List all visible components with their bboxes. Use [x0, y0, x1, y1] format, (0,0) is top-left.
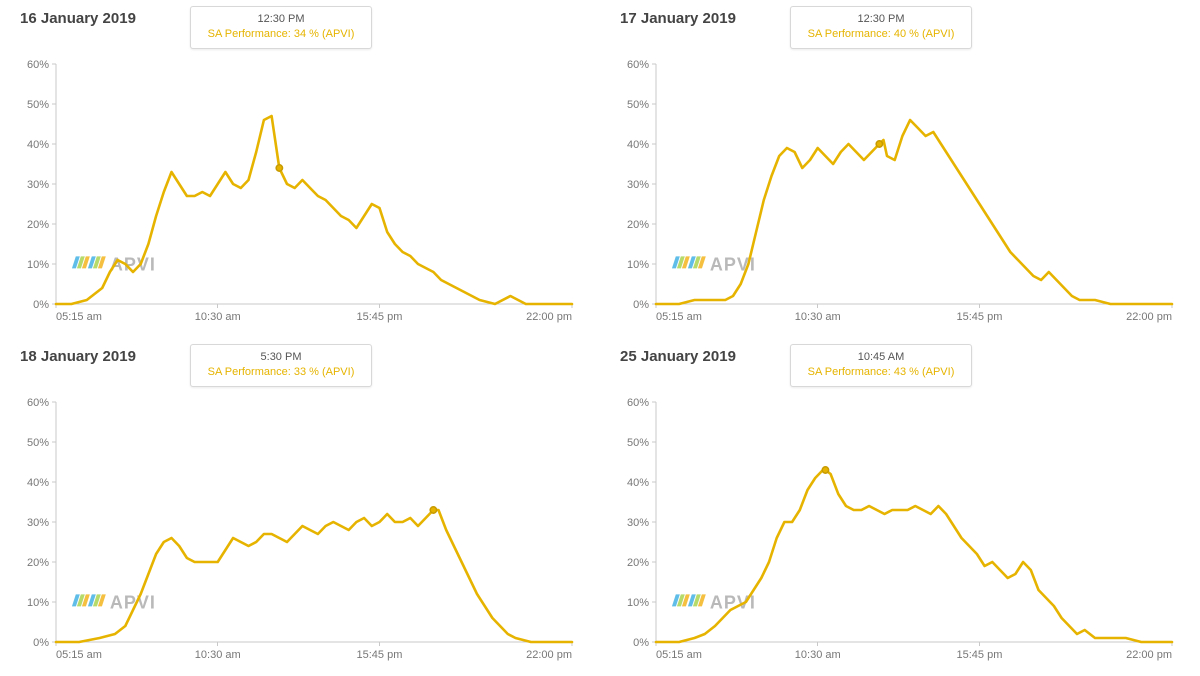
svg-text:50%: 50% — [27, 99, 49, 111]
svg-text:10:30 am: 10:30 am — [195, 311, 241, 323]
chart-grid: 16 January 2019 12:30 PM SA Performance:… — [0, 0, 1200, 676]
svg-text:10:30 am: 10:30 am — [795, 311, 841, 323]
line-chart: 0% 10% 20% 30% 40% 50% 60% 05:15 am 10:30 am 15:4… — [614, 396, 1186, 668]
chart-tooltip: 10:45 AM SA Performance: 43 % (APVI) — [790, 344, 972, 387]
svg-text:10%: 10% — [27, 259, 49, 271]
panel-25-jan: 25 January 2019 10:45 AM SA Performance:… — [600, 338, 1200, 676]
svg-text:05:15 am: 05:15 am — [56, 311, 102, 323]
svg-text:40%: 40% — [27, 477, 49, 489]
svg-text:50%: 50% — [627, 99, 649, 111]
line-chart: 0% 10% 20% 30% 40% 50% 60% 05:15 am 10:30 am 15:4… — [614, 58, 1186, 330]
svg-text:05:15 am: 05:15 am — [56, 649, 102, 661]
tooltip-performance: SA Performance: 34 % (APVI) — [201, 27, 361, 42]
chart-area: 0% 10% 20% 30% 40% 50% 60% 05:15 am 10:30 am 15:4… — [14, 58, 586, 330]
svg-text:30%: 30% — [27, 179, 49, 191]
svg-text:15:45 pm: 15:45 pm — [957, 311, 1003, 323]
svg-text:10%: 10% — [627, 259, 649, 271]
chart-area: 0% 10% 20% 30% 40% 50% 60% 05:15 am 10:30 am 15:4… — [614, 58, 1186, 330]
svg-text:60%: 60% — [27, 59, 49, 71]
svg-text:0%: 0% — [633, 299, 649, 311]
svg-text:40%: 40% — [27, 139, 49, 151]
svg-text:40%: 40% — [627, 139, 649, 151]
svg-text:50%: 50% — [27, 437, 49, 449]
svg-text:05:15 am: 05:15 am — [656, 649, 702, 661]
svg-text:60%: 60% — [27, 397, 49, 409]
svg-text:0%: 0% — [33, 299, 49, 311]
svg-text:40%: 40% — [627, 477, 649, 489]
svg-text:10:30 am: 10:30 am — [195, 649, 241, 661]
tooltip-time: 12:30 PM — [201, 12, 361, 27]
svg-text:60%: 60% — [627, 397, 649, 409]
svg-text:20%: 20% — [627, 557, 649, 569]
svg-text:0%: 0% — [33, 637, 49, 649]
svg-text:20%: 20% — [27, 557, 49, 569]
chart-area: 0% 10% 20% 30% 40% 50% 60% 05:15 am 10:30 am 15:4… — [14, 396, 586, 668]
svg-text:0%: 0% — [633, 637, 649, 649]
svg-text:20%: 20% — [627, 219, 649, 231]
tooltip-time: 10:45 AM — [801, 350, 961, 365]
tooltip-performance: SA Performance: 33 % (APVI) — [201, 365, 361, 380]
svg-text:30%: 30% — [627, 517, 649, 529]
svg-text:30%: 30% — [27, 517, 49, 529]
svg-text:30%: 30% — [627, 179, 649, 191]
svg-text:15:45 pm: 15:45 pm — [357, 649, 403, 661]
tooltip-time: 12:30 PM — [801, 12, 961, 27]
svg-text:05:15 am: 05:15 am — [656, 311, 702, 323]
svg-text:22:00 pm: 22:00 pm — [1126, 649, 1172, 661]
tooltip-time: 5:30 PM — [201, 350, 361, 365]
tooltip-performance: SA Performance: 40 % (APVI) — [801, 27, 961, 42]
svg-text:10%: 10% — [627, 597, 649, 609]
svg-text:10:30 am: 10:30 am — [795, 649, 841, 661]
panel-16-jan: 16 January 2019 12:30 PM SA Performance:… — [0, 0, 600, 338]
svg-text:22:00 pm: 22:00 pm — [1126, 311, 1172, 323]
panel-17-jan: 17 January 2019 12:30 PM SA Performance:… — [600, 0, 1200, 338]
chart-tooltip: 12:30 PM SA Performance: 40 % (APVI) — [790, 6, 972, 49]
svg-text:60%: 60% — [627, 59, 649, 71]
chart-tooltip: 5:30 PM SA Performance: 33 % (APVI) — [190, 344, 372, 387]
panel-18-jan: 18 January 2019 5:30 PM SA Performance: … — [0, 338, 600, 676]
svg-text:22:00 pm: 22:00 pm — [526, 311, 572, 323]
tooltip-performance: SA Performance: 43 % (APVI) — [801, 365, 961, 380]
svg-text:10%: 10% — [27, 597, 49, 609]
chart-tooltip: 12:30 PM SA Performance: 34 % (APVI) — [190, 6, 372, 49]
chart-area: 0% 10% 20% 30% 40% 50% 60% 05:15 am 10:30 am 15:4… — [614, 396, 1186, 668]
svg-text:22:00 pm: 22:00 pm — [526, 649, 572, 661]
svg-text:15:45 pm: 15:45 pm — [357, 311, 403, 323]
line-chart: 0% 10% 20% 30% 40% 50% 60% 05:15 am 10:30 am 15:4… — [14, 396, 586, 668]
line-chart: 0% 10% 20% 30% 40% 50% 60% 05:15 am 10:30 am 15:4… — [14, 58, 586, 330]
svg-text:50%: 50% — [627, 437, 649, 449]
svg-text:20%: 20% — [27, 219, 49, 231]
svg-text:15:45 pm: 15:45 pm — [957, 649, 1003, 661]
